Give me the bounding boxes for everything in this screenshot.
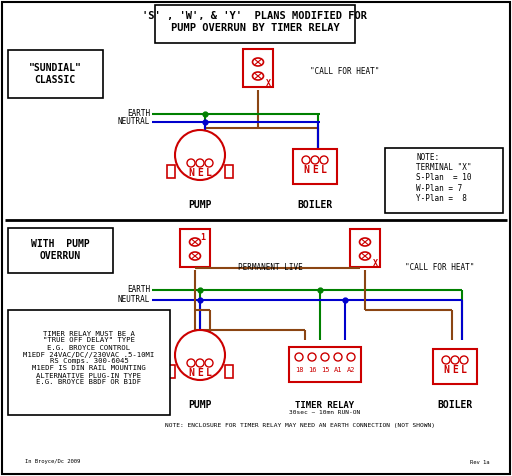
Text: A1: A1	[334, 367, 342, 373]
Text: WITH  PUMP: WITH PUMP	[31, 239, 90, 249]
Text: 1: 1	[201, 234, 205, 242]
Text: BOILER: BOILER	[297, 200, 333, 210]
Ellipse shape	[189, 252, 201, 260]
Polygon shape	[243, 49, 273, 87]
Circle shape	[187, 159, 195, 167]
Polygon shape	[433, 349, 477, 384]
Text: TIMER RELAY MUST BE A
"TRUE OFF DELAY" TYPE
E.G. BROYCE CONTROL
M1EDF 24VAC/DC//: TIMER RELAY MUST BE A "TRUE OFF DELAY" T…	[24, 330, 155, 386]
Text: PUMP OVERRUN BY TIMER RELAY: PUMP OVERRUN BY TIMER RELAY	[170, 23, 339, 33]
Circle shape	[308, 353, 316, 361]
Polygon shape	[167, 165, 175, 178]
Text: L: L	[461, 365, 467, 375]
Text: E: E	[197, 368, 203, 378]
Text: PERMANENT LIVE: PERMANENT LIVE	[238, 264, 303, 272]
Text: E: E	[452, 365, 458, 375]
Circle shape	[321, 353, 329, 361]
Circle shape	[460, 356, 468, 364]
Text: "CALL FOR HEAT": "CALL FOR HEAT"	[405, 264, 475, 272]
Text: EARTH: EARTH	[127, 109, 150, 119]
Circle shape	[302, 156, 310, 164]
Text: L: L	[206, 368, 212, 378]
Polygon shape	[180, 229, 210, 267]
Polygon shape	[225, 365, 233, 378]
Circle shape	[334, 353, 342, 361]
Text: 30sec ~ 10mn RUN-ON: 30sec ~ 10mn RUN-ON	[289, 410, 360, 416]
Text: PUMP: PUMP	[188, 200, 212, 210]
Text: E: E	[197, 168, 203, 178]
Text: N: N	[443, 365, 449, 375]
Text: CLASSIC: CLASSIC	[34, 75, 76, 85]
Text: E: E	[312, 165, 318, 175]
Circle shape	[442, 356, 450, 364]
Text: 18: 18	[295, 367, 303, 373]
Text: NEUTRAL: NEUTRAL	[118, 296, 150, 305]
Circle shape	[205, 359, 213, 367]
Polygon shape	[155, 5, 355, 43]
Text: L: L	[206, 168, 212, 178]
Polygon shape	[293, 149, 337, 184]
Text: X: X	[373, 259, 377, 268]
Polygon shape	[8, 50, 103, 98]
Text: PUMP: PUMP	[188, 400, 212, 410]
Polygon shape	[167, 365, 175, 378]
Circle shape	[187, 359, 195, 367]
Circle shape	[320, 156, 328, 164]
Circle shape	[196, 159, 204, 167]
Polygon shape	[385, 148, 503, 213]
Text: Rev 1a: Rev 1a	[471, 459, 490, 465]
Polygon shape	[289, 347, 361, 382]
Ellipse shape	[252, 72, 264, 80]
Ellipse shape	[359, 252, 371, 260]
Polygon shape	[350, 229, 380, 267]
Circle shape	[196, 359, 204, 367]
Polygon shape	[8, 310, 170, 415]
Text: "CALL FOR HEAT": "CALL FOR HEAT"	[310, 68, 379, 77]
Circle shape	[451, 356, 459, 364]
Text: "SUNDIAL": "SUNDIAL"	[29, 63, 81, 73]
Text: 15: 15	[321, 367, 329, 373]
Circle shape	[175, 330, 225, 380]
Circle shape	[175, 130, 225, 180]
Text: EARTH: EARTH	[127, 286, 150, 295]
Circle shape	[205, 159, 213, 167]
Polygon shape	[8, 228, 113, 273]
Circle shape	[347, 353, 355, 361]
Text: NOTE:
TERMINAL "X"
S-Plan  = 10
W-Plan = 7
Y-Plan =  8: NOTE: TERMINAL "X" S-Plan = 10 W-Plan = …	[416, 153, 472, 203]
Text: L: L	[321, 165, 327, 175]
Circle shape	[295, 353, 303, 361]
Text: NEUTRAL: NEUTRAL	[118, 118, 150, 127]
Text: X: X	[266, 79, 270, 89]
Ellipse shape	[189, 238, 201, 246]
Ellipse shape	[252, 58, 264, 66]
Text: N: N	[188, 168, 194, 178]
Polygon shape	[225, 165, 233, 178]
Text: 'S' , 'W', & 'Y'  PLANS MODIFIED FOR: 'S' , 'W', & 'Y' PLANS MODIFIED FOR	[142, 11, 368, 21]
Text: NOTE: ENCLOSURE FOR TIMER RELAY MAY NEED AN EARTH CONNECTION (NOT SHOWN): NOTE: ENCLOSURE FOR TIMER RELAY MAY NEED…	[165, 423, 435, 427]
Text: N: N	[303, 165, 309, 175]
Text: 16: 16	[308, 367, 316, 373]
Text: BOILER: BOILER	[437, 400, 473, 410]
Text: N: N	[188, 368, 194, 378]
Circle shape	[311, 156, 319, 164]
Text: In Broyce/Dc 2009: In Broyce/Dc 2009	[25, 459, 80, 465]
Text: A2: A2	[347, 367, 355, 373]
Ellipse shape	[359, 238, 371, 246]
Text: OVERRUN: OVERRUN	[39, 251, 80, 261]
Text: TIMER RELAY: TIMER RELAY	[295, 400, 355, 409]
